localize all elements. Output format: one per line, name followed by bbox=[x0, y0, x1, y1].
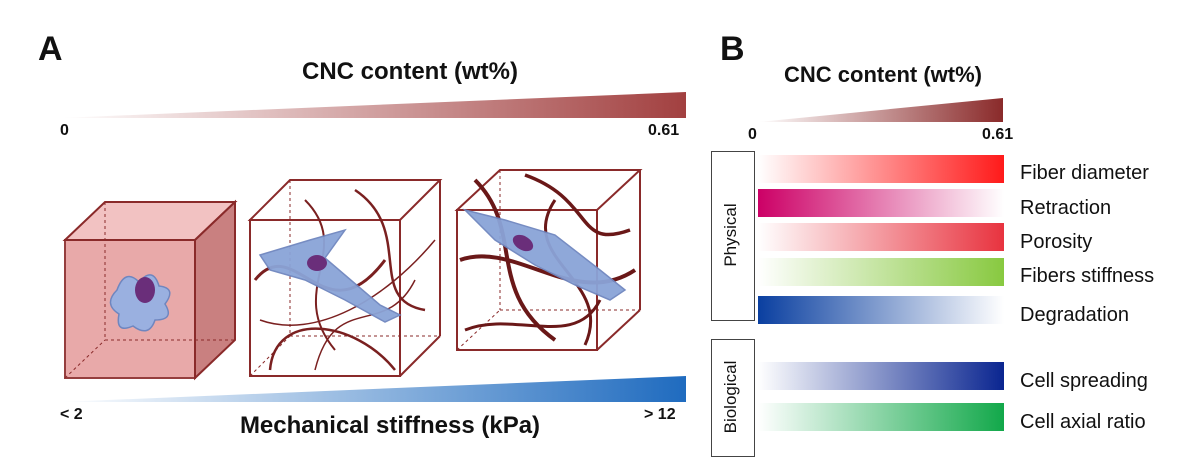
category-box-biological bbox=[711, 339, 755, 457]
row-label-porosity: Porosity bbox=[1020, 231, 1093, 253]
stiffness-min-label: < 2 bbox=[60, 406, 83, 423]
nucleus-icon bbox=[307, 255, 327, 271]
nucleus-icon bbox=[135, 277, 155, 303]
gradient-bar-cell-axial-ratio bbox=[758, 403, 1004, 431]
gradient-bar-fibers-stiffness bbox=[758, 258, 1004, 286]
panel-b-letter: B bbox=[720, 30, 745, 68]
row-label-fiber-diameter: Fiber diameter bbox=[1020, 162, 1149, 184]
gradient-bar-fiber-diameter bbox=[758, 155, 1004, 183]
panel-a-top-title: CNC content (wt%) bbox=[302, 58, 518, 85]
panel-a-bottom-title: Mechanical stiffness (kPa) bbox=[239, 412, 541, 439]
row-label-degradation: Degradation bbox=[1020, 304, 1129, 326]
spread-cell-icon bbox=[258, 228, 402, 323]
elongated-cell-icon bbox=[462, 208, 627, 301]
gradient-bar-degradation bbox=[758, 296, 1004, 324]
panel-b-cnc-wedge bbox=[758, 98, 1003, 122]
fibrous-hydrogel-cube-low bbox=[247, 179, 443, 377]
hydrogel-cubes-illustration bbox=[62, 169, 643, 381]
gradient-bar-cell-spreading bbox=[758, 362, 1004, 390]
row-label-retraction: Retraction bbox=[1020, 197, 1112, 219]
cnc-min-label: 0 bbox=[60, 122, 69, 139]
row-label-cell-axial-ratio: Cell axial ratio bbox=[1020, 411, 1146, 433]
category-label-physical: Physical bbox=[721, 203, 740, 267]
row-label-cell-spreading: Cell spreading bbox=[1020, 370, 1148, 392]
cnc-max-label: 0.61 bbox=[648, 122, 680, 139]
solid-hydrogel-cube bbox=[62, 199, 238, 381]
cnc-content-wedge bbox=[60, 92, 686, 118]
nucleus-icon bbox=[512, 234, 534, 252]
mechanical-stiffness-wedge bbox=[60, 376, 686, 402]
panel-b-min-label: 0 bbox=[748, 126, 757, 143]
category-box-physical bbox=[711, 151, 755, 321]
stiffness-max-label: > 12 bbox=[644, 406, 676, 423]
gradient-bar-porosity bbox=[758, 223, 1004, 251]
category-label-biological: Biological bbox=[721, 360, 740, 434]
gradient-bar-retraction bbox=[758, 189, 1004, 217]
row-label-fibers-stiffness: Fibers stiffness bbox=[1020, 265, 1155, 287]
panel-b-max-label: 0.61 bbox=[982, 126, 1014, 143]
panel-b-title: CNC content (wt%) bbox=[784, 62, 982, 87]
fibrous-hydrogel-cube-high bbox=[454, 169, 643, 351]
panel-a-letter: A bbox=[38, 30, 63, 68]
